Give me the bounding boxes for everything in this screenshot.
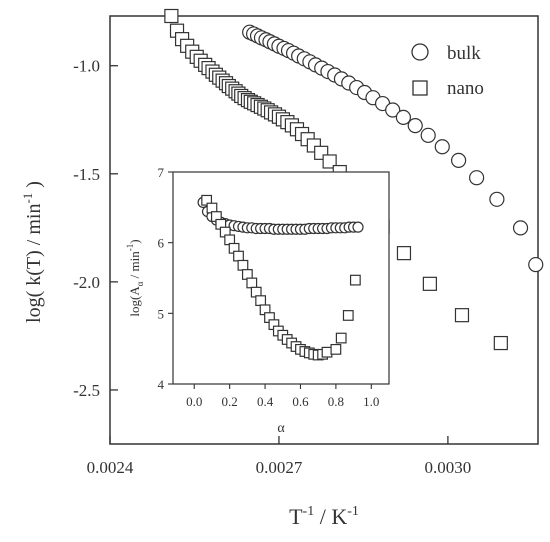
main-point-nano-44 [422, 276, 437, 291]
main-point-nano-46 [493, 335, 508, 351]
inset-x-tick-label-3: 0.6 [292, 394, 309, 409]
inset-point-nano-31 [349, 274, 361, 286]
main-y-tick-label-3: -2.5 [73, 381, 100, 400]
main-data-marks [164, 8, 544, 351]
legend-label-bulk: bulk [447, 43, 481, 64]
inset-x-tick-label-2: 0.4 [257, 394, 274, 409]
main-point-bulk-29 [450, 152, 467, 168]
main-point-nano-45 [454, 308, 470, 323]
inset-point-nano-30 [342, 310, 354, 321]
main-y-tick-label-2: -2.0 [73, 273, 100, 292]
inset-x-tick-label-1: 0.2 [222, 394, 238, 409]
main-y-tick-label-1: -1.5 [73, 165, 100, 184]
inset-point-nano-7 [233, 250, 244, 262]
inset-data-marks [197, 194, 364, 361]
inset-y-tick-label-2: 6 [158, 236, 165, 251]
main-point-bulk-32 [512, 220, 529, 236]
main-point-nano-0 [164, 8, 179, 24]
inset-x-tick-label-0: 0.0 [186, 394, 202, 409]
main-point-bulk-26 [407, 117, 423, 134]
inset-y-tick-label-3: 7 [158, 165, 165, 180]
legend-marker-bulk [411, 43, 429, 61]
inset-y-axis-label: log(Aα / min-1) [125, 239, 145, 316]
inset-y-tick-label-1: 5 [158, 306, 165, 321]
main-x-axis-label: T-1 / K-1 [289, 504, 359, 529]
main-x-tick-label-1: 0.0027 [256, 458, 303, 477]
main-plot-frame [109, 15, 539, 445]
main-y-axis-label: log( k(T) / min-1 ) [20, 181, 45, 323]
main-point-bulk-30 [469, 170, 485, 186]
inset-point-nano-8 [237, 259, 249, 271]
main-axis-ticks: 0.0024 0.0027 0.0030 -1.0 -1.5 -2.0 -2.5 [73, 57, 471, 477]
legend-marker-nano [412, 80, 428, 96]
inset-point-nano-28 [330, 343, 342, 355]
inset-point-bulk-35 [352, 221, 364, 233]
inset-point-nano-29 [335, 332, 347, 344]
inset-x-axis-label: α [277, 421, 285, 436]
inset-x-tick-label-5: 1.0 [363, 394, 379, 409]
main-point-bulk-25 [395, 109, 412, 125]
main-point-bulk-33 [528, 256, 544, 273]
inset-y-tick-label-0: 4 [158, 377, 165, 392]
inset-point-nano-27 [321, 346, 333, 358]
main-x-tick-label-0: 0.0024 [87, 458, 134, 477]
main-point-nano-43 [396, 246, 412, 261]
inset-point-nano-12 [255, 295, 267, 307]
main-point-bulk-27 [420, 127, 436, 143]
inset-point-nano-10 [246, 277, 258, 289]
inset-x-tick-label-4: 0.8 [328, 394, 344, 409]
main-point-bulk-28 [434, 139, 450, 155]
main-point-bulk-24 [385, 102, 401, 118]
inset-axis-ticks: 0.0 0.2 0.4 0.6 0.8 1.0 4 5 6 7 [158, 165, 380, 409]
main-point-nano-38 [322, 154, 337, 169]
legend: bulk nano [411, 43, 484, 99]
main-x-tick-label-2: 0.0030 [425, 458, 472, 477]
main-point-bulk-31 [489, 191, 505, 207]
legend-label-nano: nano [447, 78, 484, 99]
main-y-tick-label-0: -1.0 [73, 57, 100, 76]
